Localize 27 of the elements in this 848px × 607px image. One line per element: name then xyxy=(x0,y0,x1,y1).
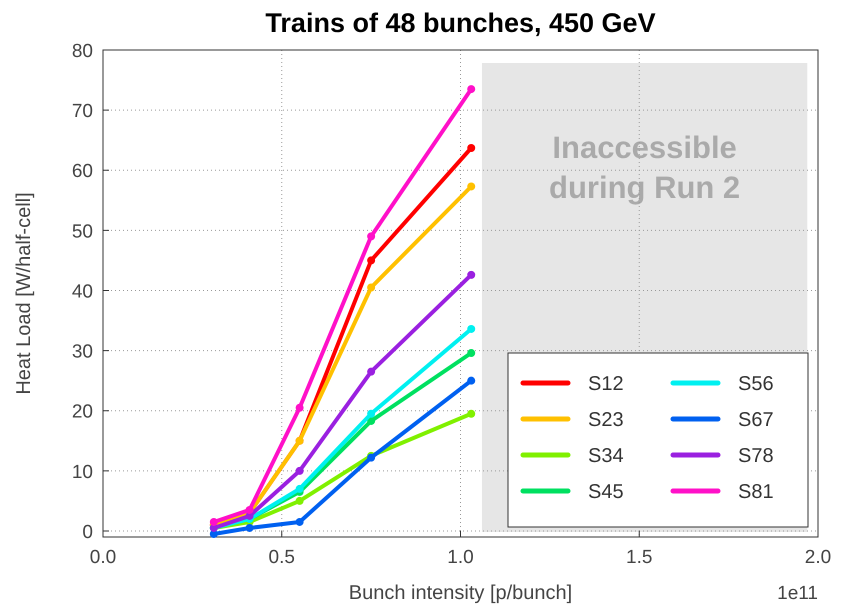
band-label: Inaccessible during Run 2 xyxy=(549,130,740,206)
text: 1e11 xyxy=(777,583,818,604)
legend-label: S12 xyxy=(588,373,624,395)
y-tick-label: 0 xyxy=(82,522,93,543)
legend-label: S23 xyxy=(588,409,624,431)
x-axis-title: Bunch intensity [p/bunch] xyxy=(348,582,572,604)
y-tick-label: 40 xyxy=(72,281,93,302)
y-tick-label: 20 xyxy=(72,402,93,423)
x-tick-label: 0.5 xyxy=(268,547,295,568)
y-tick-label: 60 xyxy=(72,161,93,182)
legend-label: S56 xyxy=(738,373,774,395)
legend-label: S34 xyxy=(588,445,624,467)
legend-label: S45 xyxy=(588,481,624,503)
y-tick-label: 30 xyxy=(72,342,93,363)
chart-title: Trains of 48 bunches, 450 GeV xyxy=(265,8,656,38)
y-tick-label: 70 xyxy=(72,101,93,122)
y-tick-label: 10 xyxy=(72,462,93,483)
y-axis-title: Heat Load [W/half-cell] xyxy=(13,192,35,395)
y-tick-label: 80 xyxy=(72,41,93,62)
legend-label: S67 xyxy=(738,409,774,431)
legend-label: S81 xyxy=(738,481,774,503)
x-tick-label: 1.5 xyxy=(626,547,652,568)
y-tick-label: 50 xyxy=(72,221,93,242)
x-tick-label: 1.0 xyxy=(447,547,474,568)
x-tick-label: 2.0 xyxy=(804,547,832,568)
x-tick-label: 0.0 xyxy=(90,547,116,568)
legend-label: S78 xyxy=(738,445,774,467)
